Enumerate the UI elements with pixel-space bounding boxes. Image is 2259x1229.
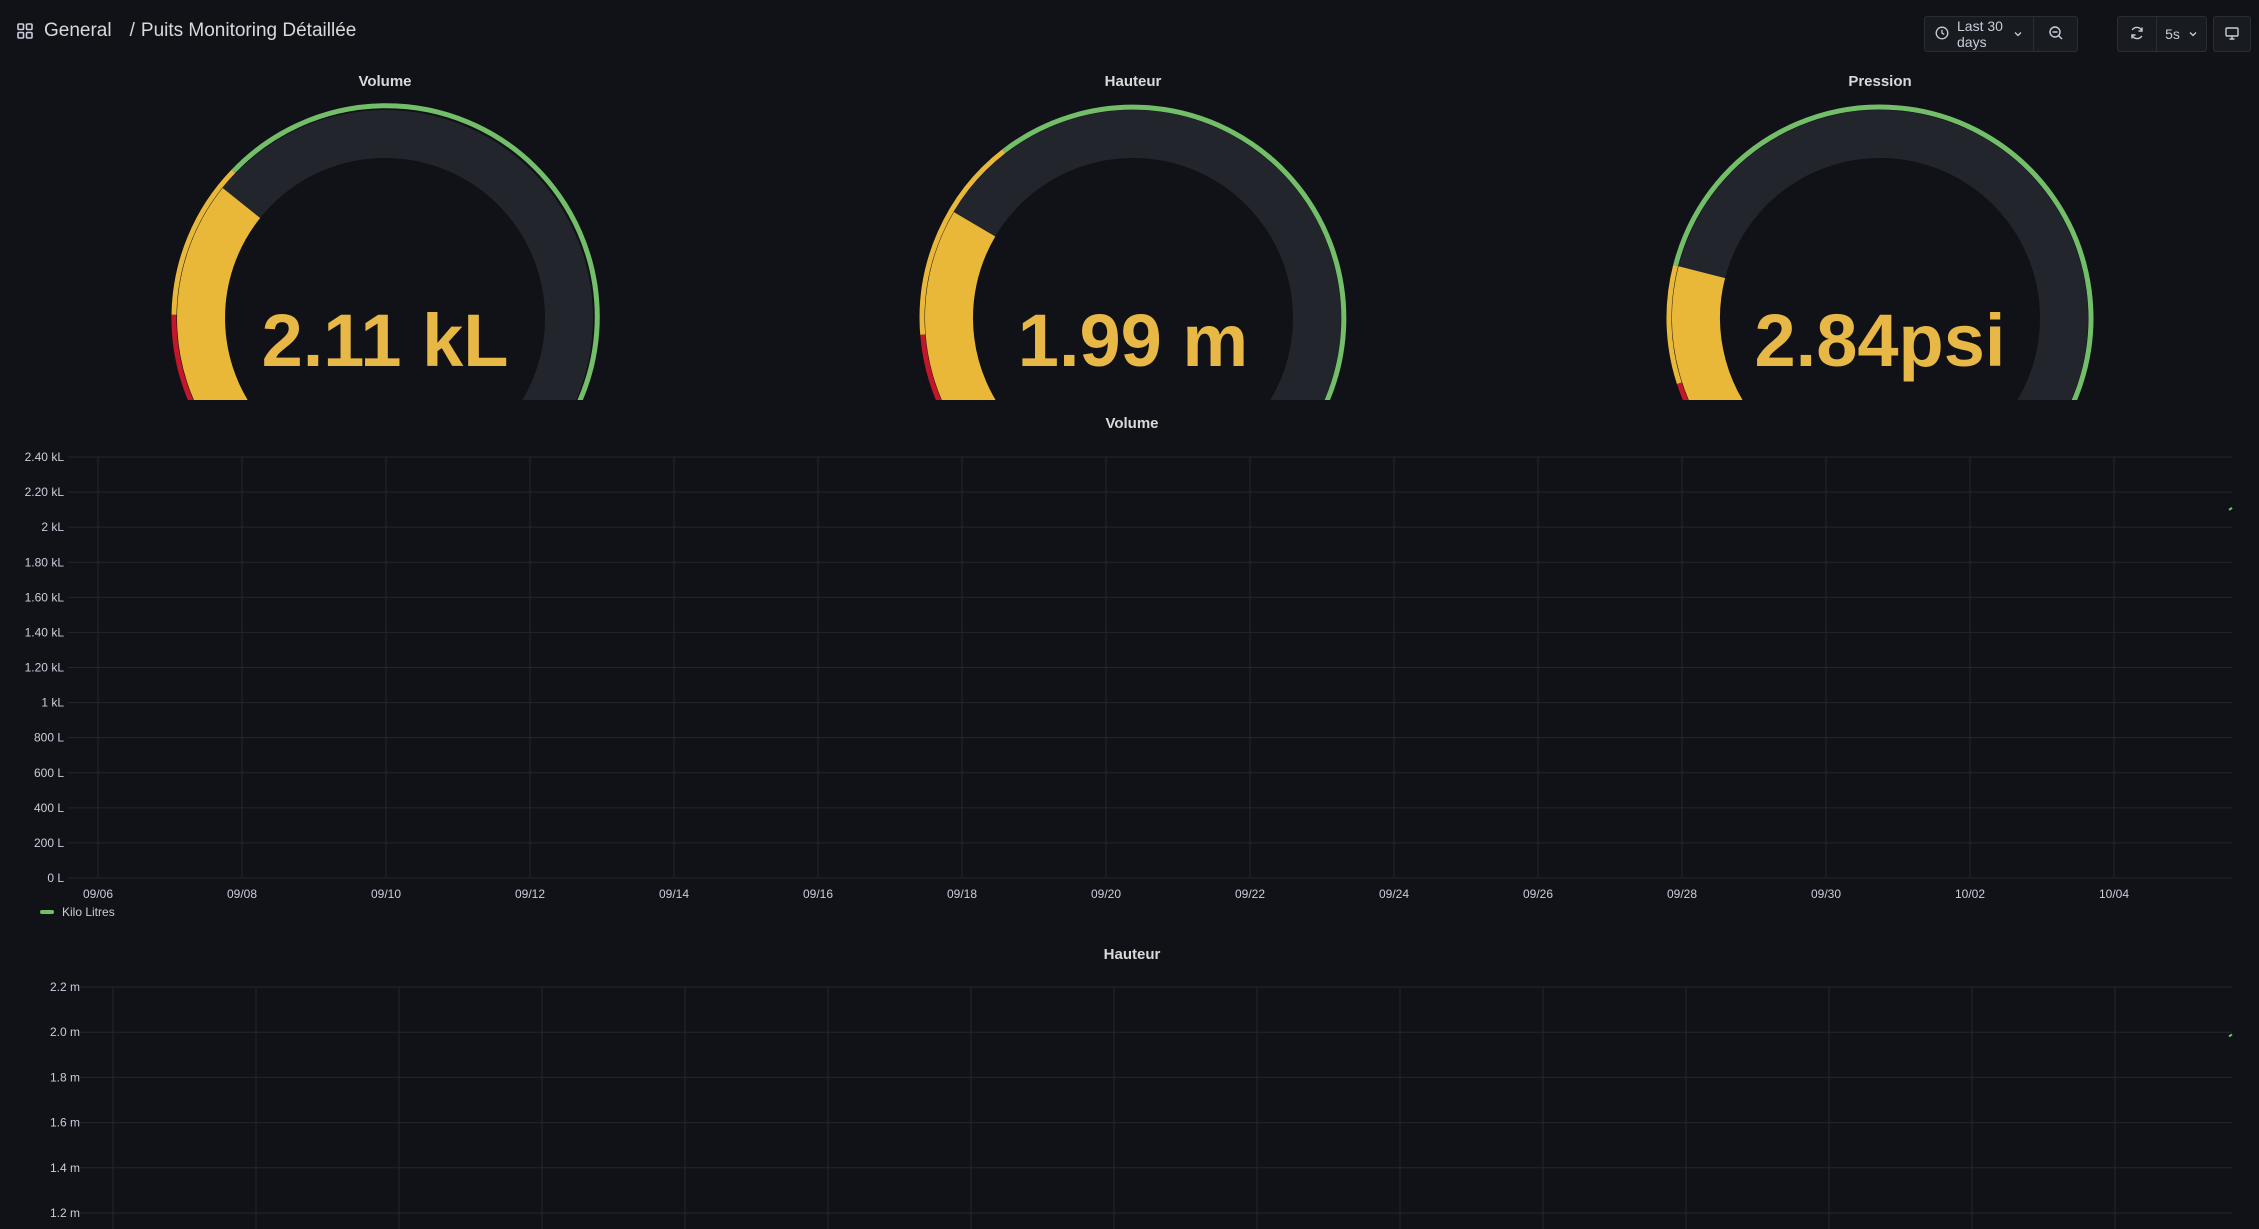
x-tick-label: 09/18 — [947, 887, 977, 901]
series-line-hauteur — [2228, 1033, 2233, 1038]
x-tick-label: 09/28 — [1667, 887, 1697, 901]
time-range-button[interactable]: Last 30 days — [1925, 17, 2033, 51]
chevron-down-icon — [2013, 26, 2023, 42]
gauge-pression-value: 2.84psi — [1755, 299, 2006, 382]
y-tick-label: 2 kL — [41, 520, 64, 534]
top-bar: General / Puits Monitoring Détaillée Las… — [0, 0, 2259, 68]
gauge-threshold-green — [1673, 104, 2094, 400]
hauteur-chart-title: Hauteur — [1103, 946, 1161, 963]
x-tick-label: 09/22 — [1235, 887, 1265, 901]
gauge-value-fill — [1672, 266, 1743, 400]
y-tick-label: 1.4 m — [50, 1161, 80, 1175]
zoom-out-button[interactable] — [2033, 17, 2077, 51]
x-tick-label: 09/08 — [227, 887, 257, 901]
x-tick-label: 09/26 — [1523, 887, 1553, 901]
legend-swatch — [40, 910, 54, 914]
gauge-hauteur[interactable] — [919, 104, 1347, 400]
x-tick-label: 10/02 — [1955, 887, 1985, 901]
gauge-volume[interactable] — [171, 103, 600, 400]
volume-chart-legend[interactable]: Kilo Litres — [40, 905, 115, 919]
tv-mode-group — [2213, 16, 2251, 52]
breadcrumb-folder[interactable]: General — [44, 20, 112, 41]
hauteur-chart-grid — [80, 986, 2232, 1229]
y-tick-label: 2.0 m — [50, 1025, 80, 1039]
gauge-pression-title: Pression — [1848, 73, 1912, 90]
gauge-threshold-yellow — [919, 149, 1006, 335]
tv-mode-button[interactable] — [2214, 17, 2250, 51]
gauge-volume-title: Volume — [358, 73, 412, 90]
y-tick-label: 1.60 kL — [25, 590, 65, 604]
zoom-out-icon — [2048, 25, 2064, 44]
x-tick-label: 09/20 — [1091, 887, 1121, 901]
gauge-threshold-red — [171, 314, 194, 400]
y-tick-label: 1.2 m — [50, 1206, 80, 1220]
y-tick-label: 1.8 m — [50, 1070, 80, 1084]
time-picker: Last 30 days — [1924, 16, 2078, 52]
y-tick-label: 2.40 kL — [25, 450, 65, 464]
clock-icon — [1935, 26, 1949, 43]
y-tick-label: 1.6 m — [50, 1116, 80, 1130]
gauge-value-fill — [924, 212, 996, 400]
y-tick-label: 1 kL — [41, 696, 64, 710]
gauge-threshold-green — [231, 103, 600, 400]
hauteur-chart-y-axis: 1.2 m 1.4 m 1.6 m 1.8 m 2.0 m 2.2 m — [50, 980, 80, 1220]
gauge-volume-value: 2.11 kL — [262, 299, 509, 382]
y-tick-label: 1.20 kL — [25, 661, 65, 675]
gauge-threshold-red — [1676, 382, 1689, 400]
time-range-label: Last 30 days — [1957, 18, 2003, 50]
x-tick-label: 09/14 — [659, 887, 689, 901]
volume-chart-x-axis: 09/06 09/08 09/10 09/12 09/14 09/16 09/18 09/20… — [83, 887, 2129, 901]
volume-chart-series — [2228, 507, 2233, 511]
volume-chart-grid — [68, 456, 2232, 879]
x-tick-label: 09/30 — [1811, 887, 1841, 901]
chevron-down-icon — [2188, 26, 2198, 42]
volume-chart-title: Volume — [1105, 415, 1159, 432]
gauge-hauteur-title: Hauteur — [1104, 73, 1162, 90]
x-tick-label: 09/06 — [83, 887, 113, 901]
x-tick-label: 09/16 — [803, 887, 833, 901]
y-tick-label: 2.20 kL — [25, 485, 65, 499]
y-tick-label: 2.2 m — [50, 980, 80, 994]
series-line-kilo-litres — [2228, 507, 2233, 511]
y-tick-label: 600 L — [34, 766, 64, 780]
gauge-threshold-yellow — [171, 169, 236, 315]
y-tick-label: 1.40 kL — [25, 625, 65, 639]
x-tick-label: 09/12 — [515, 887, 545, 901]
gauge-threshold-yellow — [1666, 264, 1682, 384]
y-tick-label: 1.80 kL — [25, 555, 65, 569]
monitor-icon — [2224, 25, 2240, 44]
refresh-interval-dropdown[interactable]: 5s — [2156, 17, 2206, 51]
breadcrumb: General / Puits Monitoring Détaillée — [16, 20, 356, 42]
gauge-hauteur-value: 1.99 m — [1018, 299, 1248, 382]
legend-label: Kilo Litres — [62, 905, 115, 919]
y-tick-label: 800 L — [34, 731, 64, 745]
gauge-pression[interactable] — [1666, 104, 2094, 400]
dashboards-grid-icon[interactable] — [16, 22, 34, 40]
hauteur-chart-series — [2228, 1033, 2233, 1038]
x-tick-label: 10/04 — [2099, 887, 2129, 901]
dashboard-title[interactable]: Puits Monitoring Détaillée — [140, 20, 357, 41]
refresh-interval-label: 5s — [2165, 26, 2180, 42]
gauge-threshold-green — [1002, 104, 1347, 400]
y-tick-label: 400 L — [34, 801, 64, 815]
hauteur-chart[interactable]: 1.2 m 1.4 m 1.6 m 1.8 m 2.0 m 2.2 m — [0, 969, 2259, 1229]
breadcrumb-separator: / — [129, 20, 135, 41]
volume-chart-y-axis: 0 L 200 L 400 L 600 L 800 L 1 kL 1.20 kL 1.40 k… — [25, 450, 65, 885]
gauges-canvas: 2.11 kL 1.99 m 2.84psi — [171, 103, 2094, 400]
refresh-picker: 5s — [2117, 16, 2207, 52]
y-tick-label: 200 L — [34, 836, 64, 850]
x-tick-label: 09/24 — [1379, 887, 1409, 901]
refresh-icon — [2129, 25, 2145, 44]
gauge-threshold-red — [920, 334, 942, 400]
refresh-button[interactable] — [2118, 17, 2156, 51]
x-tick-label: 09/10 — [371, 887, 401, 901]
y-tick-label: 0 L — [47, 871, 64, 885]
volume-chart[interactable]: 0 L 200 L 400 L 600 L 800 L 1 kL 1.20 kL 1.40 k… — [0, 430, 2259, 930]
gauge-value-fill — [177, 188, 261, 400]
